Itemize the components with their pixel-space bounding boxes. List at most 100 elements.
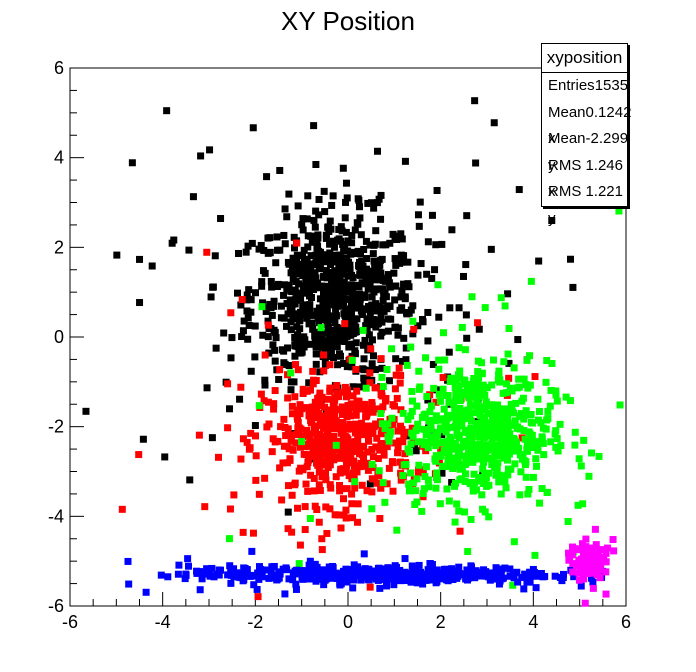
data-point-series-1 <box>391 255 399 263</box>
data-point-series-3 <box>472 486 480 494</box>
data-point-series-2 <box>349 469 357 477</box>
data-point-series-4 <box>174 570 182 578</box>
data-point-series-2 <box>343 413 351 421</box>
data-point-series-3 <box>508 407 516 415</box>
data-point-series-1 <box>363 255 371 263</box>
data-point-series-2 <box>377 430 385 438</box>
data-point-series-1 <box>438 240 446 248</box>
data-point-series-1 <box>285 281 293 289</box>
data-point-series-2 <box>292 431 300 439</box>
data-point-series-3 <box>520 375 528 383</box>
data-point-series-1 <box>312 350 320 358</box>
data-point-series-1 <box>316 284 324 292</box>
data-point-series-3 <box>420 411 428 419</box>
data-point-series-1 <box>311 223 319 231</box>
data-point-series-3 <box>471 441 479 449</box>
data-point-series-4 <box>350 576 358 584</box>
data-point-series-3 <box>491 447 499 455</box>
data-point-series-2 <box>329 447 337 455</box>
data-point-series-1 <box>400 334 408 342</box>
data-point-series-3 <box>470 479 478 487</box>
data-point-series-3 <box>421 473 429 481</box>
data-point-series-3 <box>444 457 452 465</box>
data-point-series-3 <box>508 439 516 447</box>
data-point-series-1 <box>212 344 220 352</box>
data-point-series-4 <box>310 569 318 577</box>
data-point-series-1 <box>343 194 351 202</box>
data-point-series-2 <box>312 410 320 418</box>
data-point-series-2 <box>315 431 323 439</box>
data-point-series-5 <box>596 565 604 573</box>
data-point-series-1 <box>305 340 313 348</box>
data-point-series-2 <box>369 453 377 461</box>
data-point-series-4 <box>265 574 273 582</box>
data-point-series-1 <box>185 246 193 254</box>
data-point-series-3 <box>461 346 469 354</box>
data-point-series-1 <box>318 332 326 340</box>
data-point-series-2 <box>304 459 312 467</box>
data-point-series-4 <box>399 576 407 584</box>
data-point-series-1 <box>402 356 410 364</box>
data-point-series-3 <box>503 380 511 388</box>
data-point-series-3 <box>436 397 444 405</box>
data-point-series-4 <box>340 573 348 581</box>
data-point-series-1 <box>242 296 250 304</box>
data-point-series-1 <box>363 375 371 383</box>
data-point-series-1 <box>348 271 356 279</box>
data-point-series-4 <box>226 562 234 570</box>
data-point-series-3 <box>476 450 484 458</box>
data-point-series-3 <box>432 484 440 492</box>
data-point-series-2 <box>270 400 278 408</box>
data-point-series-1 <box>264 249 272 257</box>
data-point-series-1 <box>417 260 425 268</box>
data-point-series-1 <box>287 386 295 394</box>
data-point-series-3 <box>431 455 439 463</box>
data-point-series-1 <box>207 293 215 301</box>
data-point-series-2 <box>363 459 371 467</box>
data-point-series-1 <box>291 263 299 271</box>
data-point-series-1 <box>311 269 319 277</box>
data-point-series-4 <box>422 576 430 584</box>
data-point-series-1 <box>331 328 339 336</box>
data-point-series-4 <box>506 565 514 573</box>
data-point-series-3 <box>474 377 482 385</box>
data-point-series-2 <box>274 437 282 445</box>
data-point-series-1 <box>384 302 392 310</box>
data-point-series-1 <box>270 326 278 334</box>
data-point-series-2 <box>319 441 327 449</box>
data-point-series-2 <box>336 406 344 414</box>
data-point-series-1 <box>326 249 334 257</box>
data-point-series-3 <box>455 432 463 440</box>
data-point-series-1 <box>324 223 332 231</box>
data-point-series-4 <box>529 565 537 573</box>
data-point-series-3 <box>511 447 519 455</box>
data-point-series-4 <box>337 580 345 588</box>
data-point-series-1 <box>295 295 303 303</box>
data-point-series-2 <box>349 514 357 522</box>
data-point-series-1 <box>251 353 259 361</box>
data-point-series-4 <box>291 570 299 578</box>
data-point-series-4 <box>350 561 358 569</box>
data-point-series-1 <box>428 274 436 282</box>
data-point-series-2 <box>393 394 401 402</box>
data-point-series-1 <box>471 97 479 105</box>
data-point-series-1 <box>371 286 379 294</box>
data-point-series-1 <box>423 270 431 278</box>
data-point-series-4 <box>215 566 223 574</box>
data-point-series-2 <box>118 505 126 513</box>
data-point-series-1 <box>360 341 368 349</box>
data-point-series-3 <box>504 350 512 358</box>
data-point-series-4 <box>251 571 259 579</box>
data-point-series-4 <box>303 575 311 583</box>
data-point-series-1 <box>334 272 342 280</box>
data-point-series-3 <box>481 304 489 312</box>
data-point-series-1 <box>367 199 375 207</box>
data-point-series-1 <box>278 346 286 354</box>
data-point-series-4 <box>570 573 578 581</box>
data-point-series-1 <box>300 289 308 297</box>
data-point-series-1 <box>391 323 399 331</box>
data-point-series-2 <box>414 469 422 477</box>
data-point-series-2 <box>320 471 328 479</box>
data-point-series-1 <box>362 237 370 245</box>
data-point-series-3 <box>414 420 422 428</box>
